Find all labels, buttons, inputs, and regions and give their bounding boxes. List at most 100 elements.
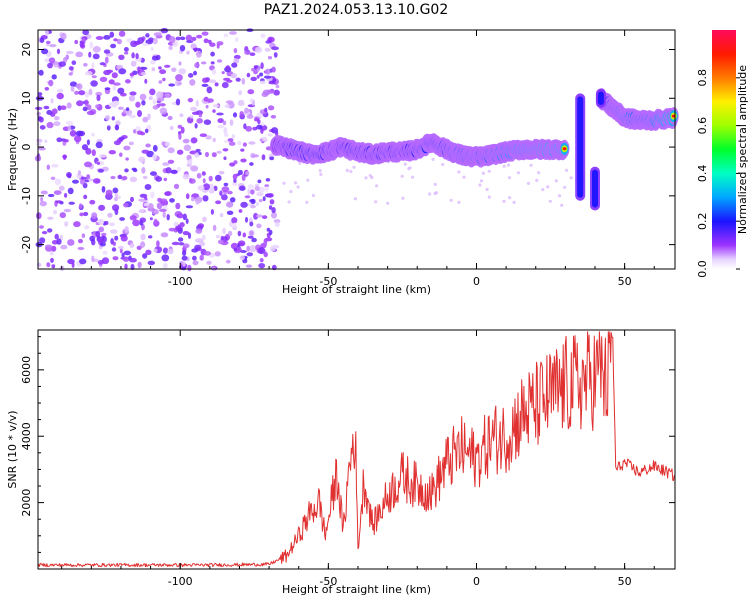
noise-speckle [180,126,185,134]
noise-speckle [99,242,106,247]
noise-speckle [263,240,268,247]
spectrogram-ytick-label: 0 [20,144,33,151]
noise-speckle [165,167,172,174]
noise-speckle [190,106,197,112]
snr-ytick-label: 4000 [20,422,33,450]
noise-speckle [242,232,247,238]
noise-speckle [223,33,229,38]
noise-speckle [185,193,190,200]
noise-speckle [88,51,92,58]
noise-speckle [84,161,92,168]
noise-speckle [175,36,181,41]
noise-speckle [53,121,61,127]
noise-speckle [189,115,194,119]
noise-speckle [129,114,136,119]
noise-speckle [433,191,437,196]
noise-speckle [226,210,234,215]
noise-speckle [250,204,256,209]
noise-speckle [205,135,212,140]
noise-speckle [129,91,137,96]
noise-speckle [255,46,263,54]
noise-speckle [39,237,46,244]
noise-speckle [119,152,123,157]
noise-speckle [260,62,264,70]
noise-speckle [194,244,202,251]
noise-speckle [43,105,50,110]
noise-speckle [186,50,190,55]
spectrogram-xtick-label: -100 [168,275,193,288]
noise-speckle [74,135,82,143]
noise-speckle [187,264,192,272]
noise-speckle [113,82,121,86]
noise-speckle [178,61,182,66]
noise-speckle [182,231,190,236]
noise-speckle [403,162,407,166]
noise-speckle [216,150,222,154]
noise-speckle [156,240,160,248]
noise-speckle [253,65,259,69]
noise-speckle [271,127,279,134]
noise-speckle [159,208,167,212]
noise-speckle [112,85,116,91]
noise-speckle [264,107,268,113]
noise-speckle [114,124,120,131]
noise-speckle [66,102,72,109]
noise-speckle [167,147,175,154]
noise-speckle [40,196,44,202]
noise-speckle [128,141,134,146]
noise-speckle [260,122,265,127]
noise-speckle [102,250,108,255]
noise-speckle [138,156,146,163]
noise-speckle [401,196,405,200]
noise-speckle [143,202,150,207]
noise-speckle [39,225,44,229]
noise-speckle [250,76,257,82]
noise-speckle [103,35,111,40]
noise-speckle [177,237,184,242]
noise-speckle [227,138,234,142]
noise-speckle [182,213,187,221]
noise-speckle [86,139,90,146]
noise-speckle [185,218,189,224]
noise-speckle [67,258,75,265]
noise-speckle [74,39,78,45]
noise-speckle [118,136,125,141]
noise-speckle [282,181,286,185]
noise-speckle [88,178,94,182]
noise-speckle [79,212,84,217]
noise-speckle [97,218,105,225]
noise-speckle [199,133,208,137]
noise-speckle [226,201,234,208]
noise-speckle [140,241,146,248]
noise-speckle [202,77,209,83]
noise-speckle [46,110,53,115]
noise-speckle [268,229,273,235]
noise-speckle [256,214,263,218]
noise-speckle [63,154,67,161]
noise-speckle [167,159,175,164]
noise-speckle [68,72,73,76]
noise-speckle [214,82,219,87]
noise-speckle [225,100,234,104]
noise-speckle [142,116,149,123]
noise-speckle [62,141,67,146]
noise-speckle [212,109,216,113]
noise-speckle [95,230,101,238]
noise-speckle [171,67,177,73]
noise-speckle [148,235,153,239]
noise-speckle [139,209,145,213]
noise-speckle [221,194,228,201]
noise-speckle [104,87,111,91]
noise-speckle [181,255,188,261]
noise-speckle [56,238,62,245]
noise-speckle [66,172,72,178]
noise-speckle [78,203,83,209]
noise-speckle [129,72,135,77]
noise-speckle [151,55,159,61]
noise-speckle [266,193,274,198]
noise-speckle [130,40,138,48]
noise-speckle [305,200,309,204]
noise-speckle [108,79,115,85]
noise-speckle [103,49,111,54]
